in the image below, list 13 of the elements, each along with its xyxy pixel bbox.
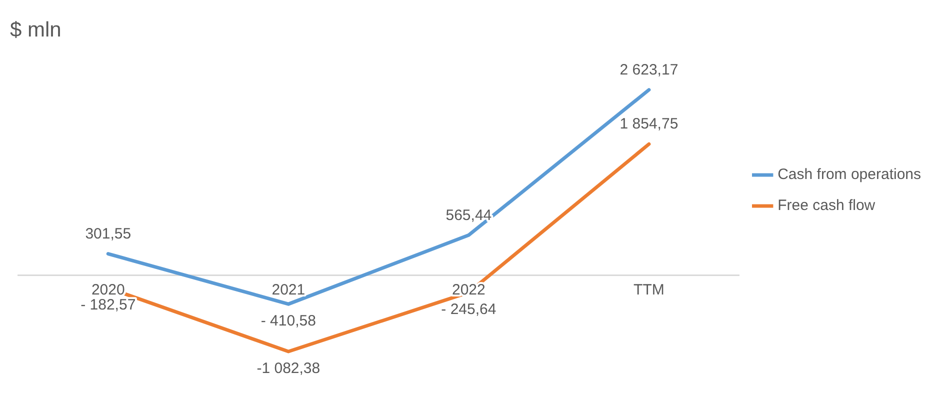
data-label: 2 623,17 [620, 61, 678, 78]
legend-label: Free cash flow [778, 197, 876, 214]
x-tick-label: TTM [634, 282, 664, 299]
data-label: - 245,64 [441, 301, 496, 318]
chart-title: $ mln [10, 18, 62, 42]
data-label: 301,55 [85, 225, 132, 242]
data-label: -1 082,38 [256, 360, 320, 378]
data-label: - 410,58 [260, 312, 316, 330]
data-label: - 182,57 [80, 296, 136, 314]
data-label: 565,44 [446, 206, 492, 224]
x-tick-label: 2021 [272, 282, 306, 299]
data-label: 1 854,75 [620, 116, 678, 133]
legend-label: Cash from operations [778, 166, 922, 184]
